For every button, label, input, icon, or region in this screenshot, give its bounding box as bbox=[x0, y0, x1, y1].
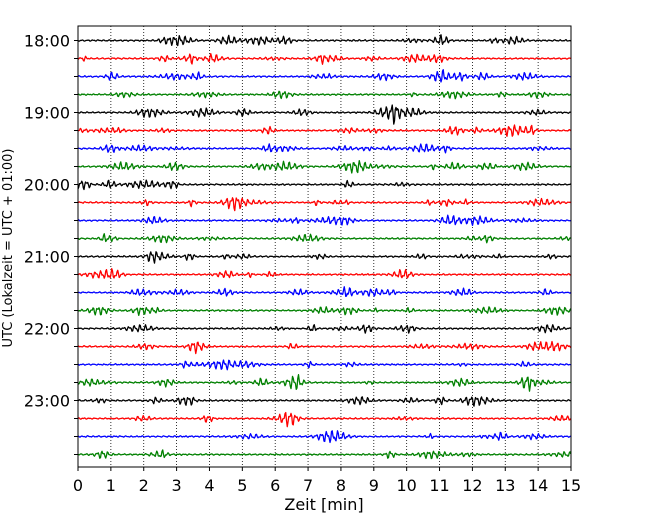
trace-2015 bbox=[77, 197, 572, 212]
y-tick-label: 23:00 bbox=[24, 392, 70, 411]
x-tick-label: 14 bbox=[528, 476, 548, 495]
y-tick-label: 22:00 bbox=[24, 320, 70, 339]
x-tick-label: 1 bbox=[106, 476, 116, 495]
x-tick-label: 9 bbox=[369, 476, 379, 495]
trace-2100 bbox=[77, 251, 572, 264]
trace-2330 bbox=[77, 430, 571, 444]
trace-1930 bbox=[77, 143, 571, 154]
trace-2315 bbox=[77, 411, 572, 428]
trace-2200 bbox=[77, 324, 572, 334]
y-axis-label: UTC (Lokalzeit = UTC + 01:00) bbox=[1, 149, 16, 348]
x-tick-label: 0 bbox=[73, 476, 83, 495]
trace-2215 bbox=[77, 340, 572, 355]
trace-2115 bbox=[77, 268, 571, 279]
x-tick-label: 8 bbox=[336, 476, 346, 495]
y-axis-ticks: 18:00 19:00 20:00 21:00 22:00 23:00 bbox=[24, 32, 78, 455]
y-tick-label: 21:00 bbox=[24, 248, 70, 267]
trace-2130 bbox=[77, 286, 572, 298]
trace-2230 bbox=[77, 359, 571, 371]
y-tick-label: 18:00 bbox=[24, 32, 70, 51]
trace-1830 bbox=[77, 69, 571, 83]
trace-2000 bbox=[77, 179, 572, 191]
x-axis-label: Zeit [min] bbox=[284, 495, 363, 514]
trace-1945 bbox=[77, 160, 572, 174]
y-tick-label: 20:00 bbox=[24, 176, 70, 195]
trace-1815 bbox=[77, 52, 571, 65]
x-tick-label: 4 bbox=[204, 476, 214, 495]
trace-2045 bbox=[77, 233, 571, 244]
y-tick-label: 19:00 bbox=[24, 104, 70, 123]
seismogram-traces bbox=[77, 34, 572, 460]
x-tick-label: 13 bbox=[495, 476, 515, 495]
x-tick-label: 11 bbox=[429, 476, 449, 495]
x-tick-label: 10 bbox=[396, 476, 416, 495]
trace-2030 bbox=[77, 214, 572, 226]
plot-frame bbox=[77, 25, 572, 468]
trace-1915 bbox=[77, 124, 572, 137]
x-tick-label: 3 bbox=[172, 476, 182, 495]
x-tick-label: 15 bbox=[561, 476, 581, 495]
trace-1900 bbox=[77, 104, 572, 125]
x-tick-label: 2 bbox=[139, 476, 149, 495]
trace-2300 bbox=[77, 396, 571, 407]
trace-2345 bbox=[77, 449, 572, 460]
trace-1845 bbox=[77, 90, 572, 100]
trace-1800 bbox=[77, 34, 572, 47]
x-tick-label: 7 bbox=[303, 476, 313, 495]
x-tick-label: 6 bbox=[270, 476, 280, 495]
x-tick-label: 12 bbox=[462, 476, 482, 495]
trace-2145 bbox=[77, 306, 572, 316]
x-tick-label: 5 bbox=[237, 476, 247, 495]
x-axis-ticks: 0 1 2 3 4 5 6 7 8 9 10 11 12 13 14 15 bbox=[73, 467, 581, 495]
trace-2245 bbox=[77, 374, 571, 392]
